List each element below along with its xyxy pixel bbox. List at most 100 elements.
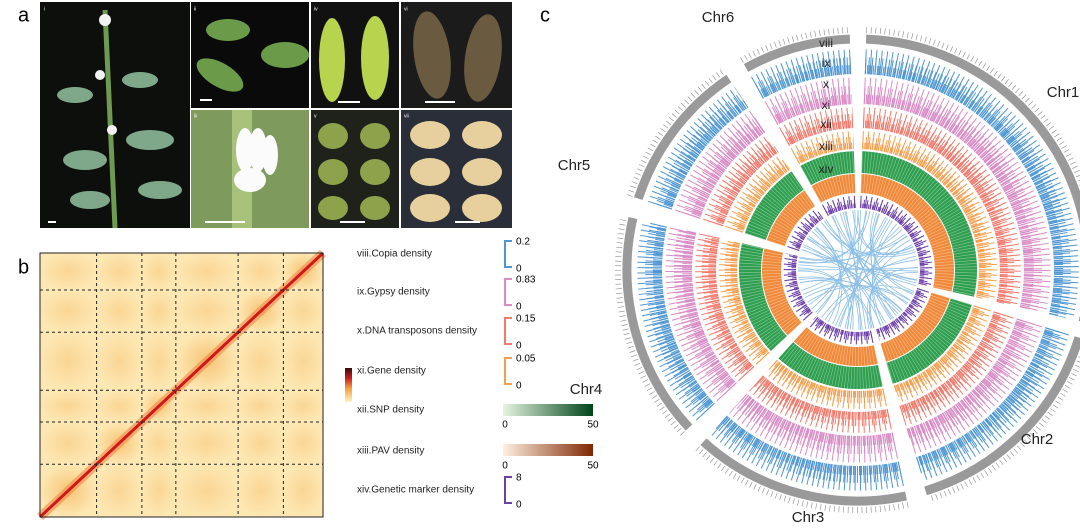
ring-bars (648, 87, 749, 210)
synteny-link (799, 233, 906, 262)
heatmap-block (96, 289, 142, 333)
ring-bars (725, 154, 791, 233)
legend-min: 0 (502, 461, 508, 472)
pav-colorbar (503, 444, 593, 456)
ring-bars (821, 195, 857, 216)
ring-bars (813, 316, 872, 337)
heatmap-block (238, 253, 284, 290)
heatmap-diagonal (38, 251, 325, 519)
heatmap-frame (39, 252, 324, 518)
heatmap-block (40, 253, 97, 290)
circos-plot: Chr1 Chr2 Chr3 Chr4 Chr5 Chr6 viii ix x xi xii xiii… (558, 9, 1080, 526)
synteny-link (798, 264, 918, 272)
heatmap-block (283, 289, 323, 333)
ring-band (793, 327, 878, 366)
heatmap-block (175, 464, 239, 517)
synteny-link (798, 210, 868, 264)
ring-bars (665, 226, 737, 402)
legend-max: 50 (587, 420, 599, 431)
chromosome-label: Chr5 (558, 157, 591, 174)
ring-band (886, 298, 972, 384)
chromosome-band (700, 438, 907, 506)
legend-bracket (504, 357, 512, 385)
synteny-link (811, 231, 863, 330)
legend-max: 8 (516, 473, 522, 484)
heatmap-block (40, 421, 97, 465)
ring-bars (859, 195, 933, 287)
legend-label: x.DNA transposons density (357, 326, 477, 337)
legend-max: 0.05 (516, 354, 536, 365)
heatmap-block (238, 464, 284, 517)
ring-label: ix (822, 56, 831, 70)
heatmap-block (96, 332, 142, 391)
photo-label: vii (404, 113, 409, 119)
photo-panel (40, 2, 512, 229)
synteny-link (825, 219, 917, 284)
ring-label: xi (822, 98, 831, 112)
panel-label: c (540, 4, 550, 26)
snp-colorbar (503, 404, 593, 416)
ring-bars (790, 131, 855, 165)
ring-band (766, 190, 816, 247)
ring-bars (758, 65, 852, 99)
legend-max: 0.15 (516, 314, 536, 325)
ring-bars (915, 327, 1070, 482)
photo-label: i (44, 6, 45, 12)
legend-bracket (504, 278, 512, 306)
synteny-link (839, 212, 895, 319)
ring-texture (766, 190, 816, 247)
ring-bars (764, 359, 887, 410)
synteny-link (801, 249, 903, 311)
synteny-link (803, 244, 901, 313)
synteny-link (801, 226, 900, 291)
ring-texture (860, 174, 954, 292)
heatmap-block (96, 253, 142, 290)
legend-bracket (504, 476, 512, 504)
heatmap-block (141, 421, 176, 465)
heatmap-block (283, 421, 323, 465)
heatmap-block (238, 421, 284, 465)
synteny-link (845, 211, 862, 330)
ring-bars (862, 142, 986, 299)
synteny-link (869, 211, 915, 292)
heatmap-block (96, 464, 142, 517)
ring-band (861, 151, 977, 297)
synteny-link (821, 222, 914, 255)
ring-bars (715, 145, 779, 227)
ring-band (860, 174, 954, 292)
ring-bars (864, 65, 1064, 317)
heatmap-block (283, 332, 323, 391)
synteny-link (831, 215, 911, 301)
legend-bracket (504, 317, 512, 345)
photo-label: iv (314, 6, 318, 12)
heatmap-block (283, 464, 323, 517)
ring-bars (862, 107, 1021, 307)
panel-label: a (18, 4, 30, 26)
legend-max: 50 (587, 461, 599, 472)
ring-bars (740, 393, 895, 446)
ring-bars (768, 85, 853, 125)
synteny-link (802, 246, 917, 286)
ring-bars (864, 57, 1071, 318)
ring-bars (906, 318, 1043, 455)
synteny-link (813, 228, 843, 325)
chromosome-band (634, 74, 732, 201)
synteny-link (868, 266, 918, 329)
legend-label: viii.Copia density (357, 249, 432, 260)
synteny-link (849, 210, 862, 330)
ring-bars (731, 159, 791, 233)
photo-label: v (314, 113, 317, 119)
synteny-link (842, 211, 867, 330)
synteny-link (839, 219, 891, 328)
heatmap-block (175, 253, 239, 290)
legend-max: 0.2 (516, 237, 530, 248)
legend-min: 0 (516, 302, 522, 313)
synteny-link (798, 229, 903, 264)
ring-label: xii (820, 117, 831, 131)
ring-bars (779, 107, 854, 146)
synteny-link (844, 217, 888, 329)
panel-label: b (18, 256, 29, 278)
ring-band (762, 248, 802, 336)
heatmap-block (141, 289, 176, 333)
